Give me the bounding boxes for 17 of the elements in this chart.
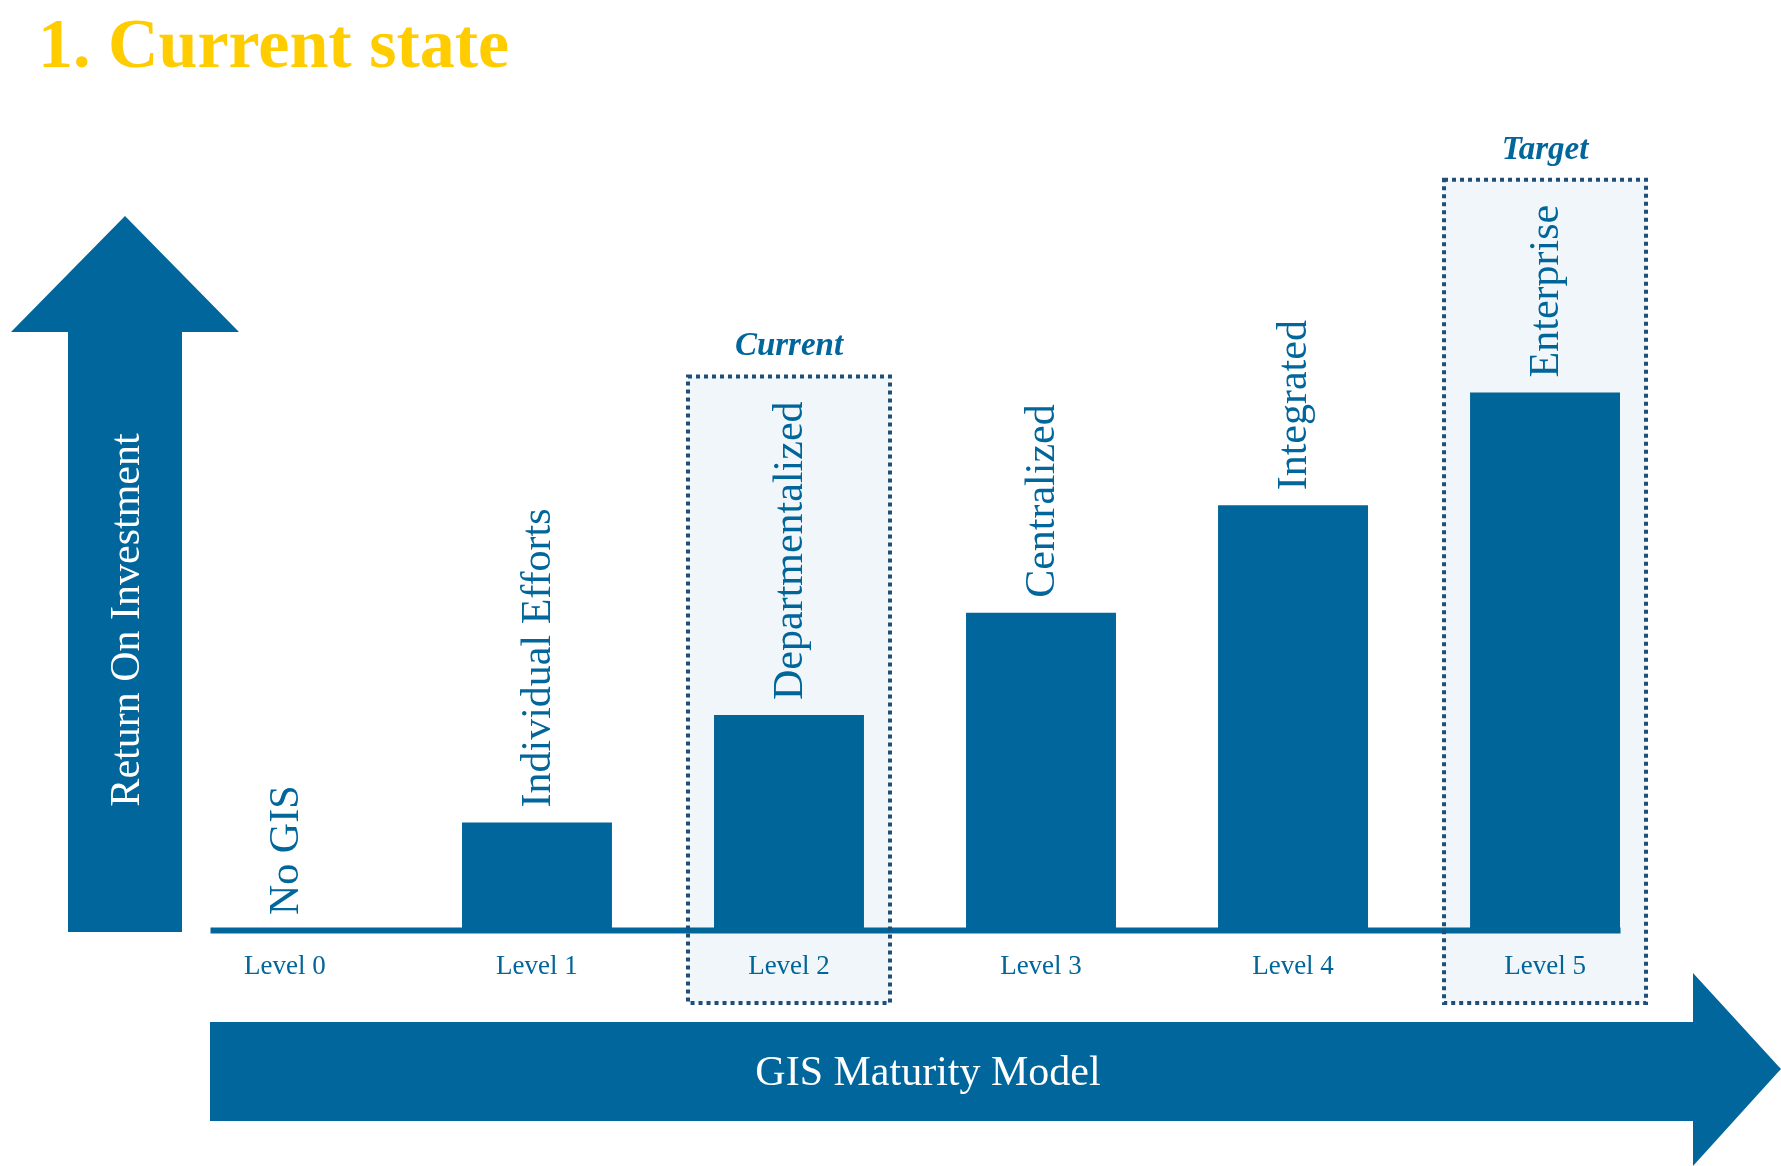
x-tick-label: Level 1 (496, 949, 578, 980)
annotation: No GIS (260, 785, 307, 915)
annotation: Departmentalized (764, 401, 811, 700)
annotation: Enterprise (1521, 204, 1568, 378)
band-label: Target (1501, 129, 1590, 166)
x-tick-label: Level 0 (244, 949, 326, 980)
x-axis-title: GIS Maturity Model (755, 1047, 1101, 1095)
annotation: Centralized (1017, 404, 1064, 598)
x-tick-label: Level 2 (748, 949, 830, 980)
y-axis-title: Return On Investment (101, 433, 149, 807)
x-tick-label: Level 4 (1252, 949, 1335, 980)
chart-title: 1. Current state (38, 4, 510, 84)
annotation: Individual Efforts (512, 508, 559, 808)
x-tick-label: Level 3 (1000, 949, 1082, 980)
band-label: Current (734, 326, 844, 363)
annotation: Integrated (1269, 320, 1316, 491)
x-tick-label: Level 5 (1504, 949, 1586, 980)
